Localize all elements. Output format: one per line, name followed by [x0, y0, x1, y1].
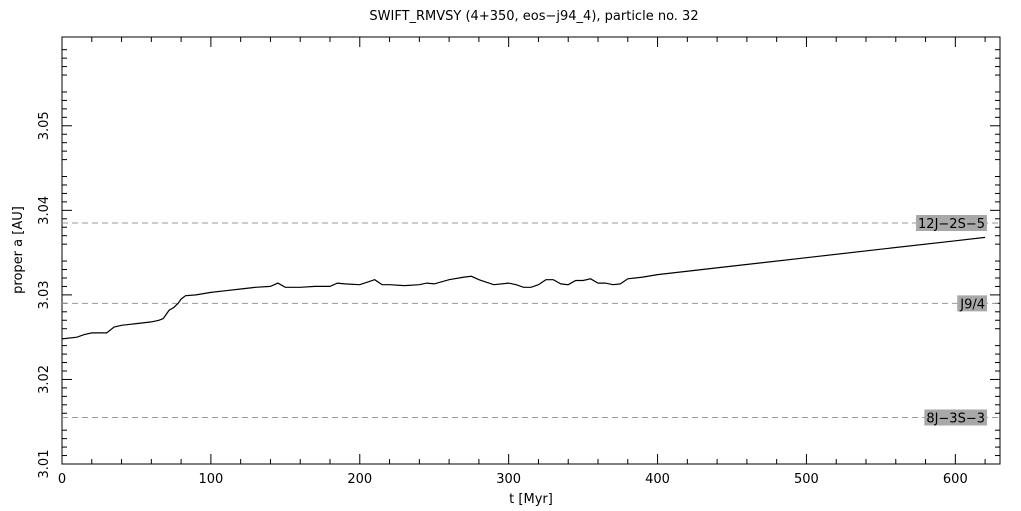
resonance-label: 8J−3S−3: [924, 409, 987, 426]
x-tick-label: 600: [943, 472, 968, 487]
axis-ticks: [61, 37, 1000, 465]
resonance-label: J9/4: [957, 295, 987, 312]
x-tick-label: 200: [347, 472, 372, 487]
resonance-label-bg: [924, 409, 987, 426]
y-tick-label: 3.02: [37, 365, 52, 394]
resonance-label-bg: [957, 295, 987, 312]
resonance-label-text: 12J−2S−5: [918, 217, 985, 232]
resonance-label-text: J9/4: [959, 297, 985, 312]
resonance-label-bg: [916, 215, 987, 232]
y-tick-label: 3.01: [37, 450, 52, 479]
resonance-labels: 12J−2S−5 J9/4 8J−3S−3: [916, 215, 987, 426]
series-line: [61, 236, 986, 340]
x-axis-label: t [Myr]: [509, 492, 553, 507]
x-tick-label: 100: [198, 472, 223, 487]
plot-frame: [61, 36, 1001, 465]
x-tick-label: 0: [58, 472, 66, 487]
axis-tick-labels: 0 100 200 300 400 500 600 3.01 3.02 3.03 3.04 3.05: [37, 111, 968, 487]
y-tick-label: 3.05: [37, 111, 52, 140]
resonance-label-text: 8J−3S−3: [926, 411, 985, 426]
y-axis-label: proper a [AU]: [11, 206, 26, 294]
x-tick-label: 500: [794, 472, 819, 487]
x-tick-label: 400: [645, 472, 670, 487]
y-tick-label: 3.03: [37, 280, 52, 309]
resonance-label: 12J−2S−5: [916, 215, 987, 232]
resonance-lines: [62, 222, 1000, 418]
chart-title: SWIFT_RMVSY (4+350, eos−j94_4), particle…: [369, 9, 698, 24]
y-tick-label: 3.04: [37, 196, 52, 225]
x-tick-label: 300: [496, 472, 521, 487]
